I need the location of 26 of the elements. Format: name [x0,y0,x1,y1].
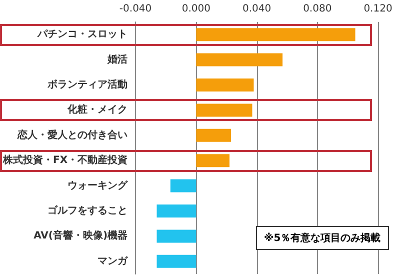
x-tick-label: -0.040 [119,4,152,14]
y-tick-label: ゴルフをすること [48,204,128,216]
bar [196,104,252,117]
annotation: ※5％有意な項目のみ掲載 [256,226,389,250]
y-tick-label: 株式投資・FX・不動産投資 [2,154,128,166]
bar [196,28,356,42]
bar [170,179,196,192]
y-tick-label: ボランティア活動 [46,78,128,90]
y-tick-label: パチンコ・スロット [36,29,128,40]
bar [156,254,196,268]
bar [196,128,232,142]
bar [156,204,196,218]
y-tick-label: 婚活 [106,53,128,66]
x-tick-label: 0.120 [364,4,392,14]
x-tick-label: 0.040 [242,4,272,14]
y-tick-label: マンガ [98,256,129,267]
bar [196,78,254,92]
bar [196,53,283,66]
bar [156,230,196,243]
y-tick-label: 化粧・メイク [66,104,128,116]
x-tick-label: 0.000 [182,4,210,14]
x-tick-label: 0.080 [303,4,332,14]
y-tick-label: AV(音響・映像)機器 [34,230,128,242]
bar [196,154,230,168]
y-tick-label: 恋人・愛人との付き合い [16,128,128,141]
y-tick-label: ウォーキング [68,179,129,192]
